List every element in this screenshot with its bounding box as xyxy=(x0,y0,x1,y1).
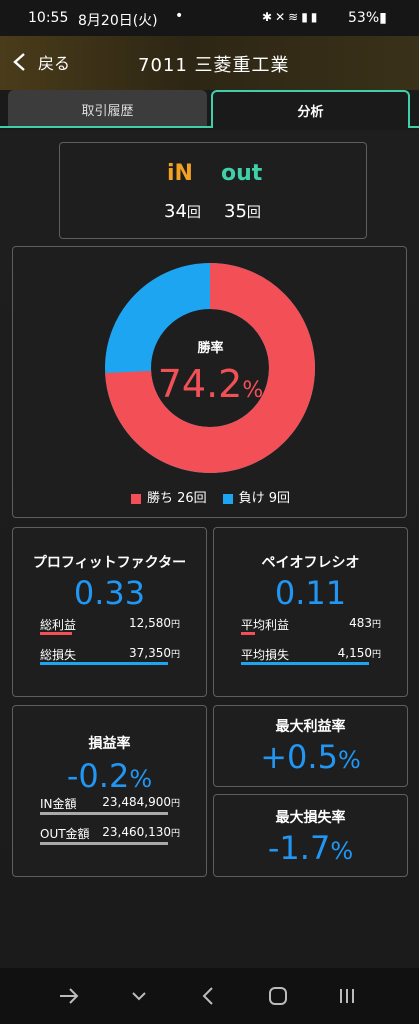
win-segment xyxy=(105,263,315,473)
total-profit-bar xyxy=(40,632,72,635)
avg-loss-bar xyxy=(241,662,369,665)
back-icon[interactable] xyxy=(200,986,216,1006)
notification-dot: • xyxy=(175,8,184,24)
max-loss-rate-card: 最大損失率 -1.7% xyxy=(213,794,408,877)
arrow-right-icon[interactable] xyxy=(58,986,80,1006)
row-value: 4,150円 xyxy=(337,646,381,660)
in-count: 34回 xyxy=(164,201,201,222)
android-nav-bar xyxy=(0,968,419,1024)
wifi-icon: ≋ xyxy=(288,10,302,24)
chevron-down-icon[interactable] xyxy=(130,989,148,1003)
out-logo: out xyxy=(221,161,263,186)
in-amount-bar xyxy=(40,812,168,815)
card-title: 損益率 xyxy=(88,736,131,752)
profit-factor-card: プロフィットファクター 0.33 総利益 12,580円 総損失 37,350円 xyxy=(12,527,207,697)
in-logo: iN xyxy=(167,161,193,186)
signal-icon: ▮ xyxy=(301,10,311,24)
avg-profit-bar xyxy=(241,632,256,635)
row-value: 37,350円 xyxy=(128,646,180,660)
mute-icon: ✕ xyxy=(275,10,289,24)
tab-underline xyxy=(408,126,419,128)
header: 戻る 7011 三菱重工業 xyxy=(0,36,419,90)
row-label: 総損失 xyxy=(40,648,77,662)
total-loss-bar xyxy=(40,662,168,665)
row-value: 12,580円 xyxy=(128,616,180,630)
inout-count-card: iN out 34回 35回 xyxy=(59,142,367,239)
row-value: 483円 xyxy=(349,616,381,630)
card-title: プロフィットファクター xyxy=(32,555,187,571)
legend-win: 勝ち 26回 xyxy=(130,487,207,506)
win-rate-value: 74.2% xyxy=(157,362,264,406)
status-time: 10:55 xyxy=(28,10,69,26)
profit-rate-value: -0.2% xyxy=(66,757,153,795)
recents-icon[interactable] xyxy=(337,986,357,1006)
system-icons: ✱✕≋▮▮ xyxy=(262,10,320,24)
back-label: 戻る xyxy=(38,54,71,73)
status-bar: 10:55 8月20日(火) • ✱✕≋▮▮ 53%▮ xyxy=(0,0,419,36)
row-label: OUT金額 xyxy=(40,827,90,841)
donut-legend: 勝ち 26回 負け 9回 xyxy=(13,487,408,506)
max-loss-rate-value: -1.7% xyxy=(267,829,354,867)
payoff-ratio-value: 0.11 xyxy=(274,574,347,612)
analysis-content: iN out 34回 35回 勝率 74.2% 勝ち 26回 負け 9回 プロフ… xyxy=(0,130,419,968)
tab-underline xyxy=(0,126,213,128)
profit-factor-value: 0.33 xyxy=(73,574,146,612)
back-button[interactable]: 戻る xyxy=(12,50,70,74)
page-title: 7011 三菱重工業 xyxy=(138,55,290,76)
tab-analysis[interactable]: 分析 xyxy=(211,90,410,128)
card-title: ペイオフレシオ xyxy=(261,555,360,571)
win-rate-donut-chart xyxy=(105,263,315,473)
max-profit-rate-value: +0.5% xyxy=(260,738,361,776)
out-amount-bar xyxy=(40,842,168,845)
card-title: 最大利益率 xyxy=(275,719,346,735)
profit-rate-card: 損益率 -0.2% IN金額 23,484,900円 OUT金額 23,460,… xyxy=(12,705,207,877)
card-title: 最大損失率 xyxy=(275,810,346,826)
payoff-ratio-card: ペイオフレシオ 0.11 平均利益 483円 平均損失 4,150円 xyxy=(213,527,408,697)
row-value: 23,484,900円 xyxy=(102,795,180,809)
row-label: 総利益 xyxy=(40,618,77,632)
tab-bar: 取引履歴 分析 xyxy=(0,90,419,130)
home-icon[interactable] xyxy=(267,985,289,1007)
battery-icon: ▮ xyxy=(379,10,387,26)
max-profit-rate-card: 最大利益率 +0.5% xyxy=(213,705,408,787)
chevron-left-icon xyxy=(13,53,25,71)
bluetooth-icon: ✱ xyxy=(262,10,276,24)
signal-icon: ▮ xyxy=(310,10,321,24)
win-rate-card: 勝率 74.2% 勝ち 26回 負け 9回 xyxy=(12,246,407,518)
win-rate-label: 勝率 xyxy=(197,341,224,356)
row-value: 23,460,130円 xyxy=(102,825,180,839)
tab-trade-history[interactable]: 取引履歴 xyxy=(8,90,207,128)
row-label: 平均利益 xyxy=(241,618,290,632)
out-count: 35回 xyxy=(224,201,261,222)
battery-level: 53%▮ xyxy=(348,10,387,26)
legend-lose: 負け 9回 xyxy=(222,487,290,506)
row-label: IN金額 xyxy=(40,797,77,811)
status-date: 8月20日(火) xyxy=(78,13,158,29)
row-label: 平均損失 xyxy=(241,648,290,662)
